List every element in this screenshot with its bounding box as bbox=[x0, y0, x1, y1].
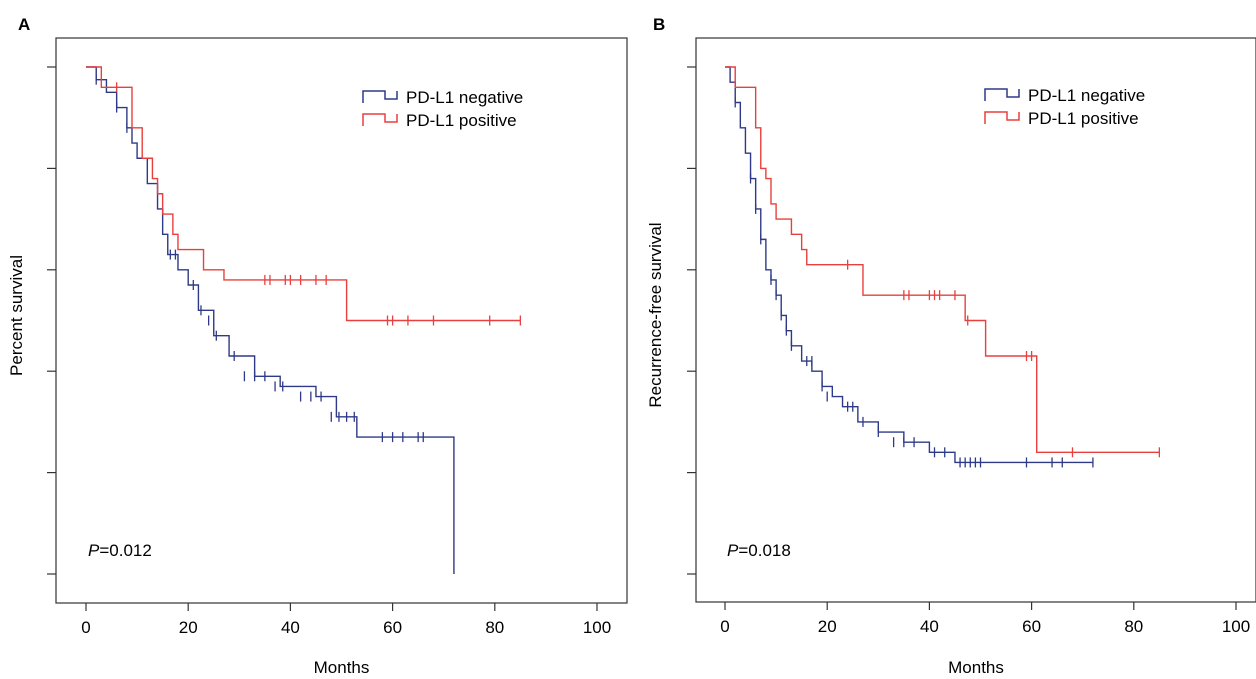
x-tick-label: 0 bbox=[81, 618, 90, 637]
x-tick-label: 20 bbox=[818, 617, 837, 636]
series-pd-l1-positive: PD-L1 positive bbox=[725, 66, 1160, 458]
panel-a: A 0 20 40 60 80 100 Months Percent survival PD-L1… bbox=[7, 15, 628, 677]
x-tick-label: 80 bbox=[1124, 617, 1143, 636]
legend-label: PD-L1 negative bbox=[406, 88, 523, 107]
legend-label: PD-L1 negative bbox=[1028, 86, 1145, 105]
x-axis-label: Months bbox=[948, 658, 1004, 677]
x-tick-label: 100 bbox=[1222, 617, 1250, 636]
panel-label: B bbox=[653, 15, 665, 34]
legend-label: PD-L1 positive bbox=[406, 111, 517, 130]
survival-curve bbox=[725, 66, 1160, 454]
plot-frame bbox=[695, 37, 1256, 603]
x-tick-label: 100 bbox=[583, 618, 611, 637]
legend-label: PD-L1 positive bbox=[1028, 109, 1139, 128]
panel-b: B 0 20 40 60 80 100 Months Recurrence-free survi… bbox=[646, 15, 1256, 677]
series-pd-l1-negative: PD-L1 negative bbox=[86, 66, 523, 574]
legend-swatch bbox=[984, 111, 1020, 124]
x-tick-label: 0 bbox=[720, 617, 729, 636]
x-tick-label: 80 bbox=[485, 618, 504, 637]
plot-frame bbox=[55, 37, 628, 604]
legend-swatch bbox=[362, 113, 398, 126]
y-axis-label: Percent survival bbox=[7, 255, 26, 376]
survival-curve bbox=[86, 66, 521, 322]
legend-swatch bbox=[362, 90, 398, 103]
series-pd-l1-positive: PD-L1 positive bbox=[86, 66, 521, 326]
x-tick-label: 20 bbox=[179, 618, 198, 637]
x-axis-label: Months bbox=[314, 658, 370, 677]
survival-curve bbox=[86, 66, 455, 574]
x-tick-label: 40 bbox=[920, 617, 939, 636]
legend-swatch bbox=[984, 88, 1020, 101]
panel-label: A bbox=[18, 15, 30, 34]
x-tick-label: 60 bbox=[383, 618, 402, 637]
series-pd-l1-negative: PD-L1 negative bbox=[725, 66, 1145, 468]
p-value-annotation: P=0.012 bbox=[88, 541, 152, 560]
x-tick-label: 60 bbox=[1022, 617, 1041, 636]
p-value-annotation: P=0.018 bbox=[727, 541, 791, 560]
survival-curve bbox=[725, 66, 1093, 464]
y-axis-label: Recurrence-free survival bbox=[646, 222, 665, 407]
x-tick-label: 40 bbox=[281, 618, 300, 637]
